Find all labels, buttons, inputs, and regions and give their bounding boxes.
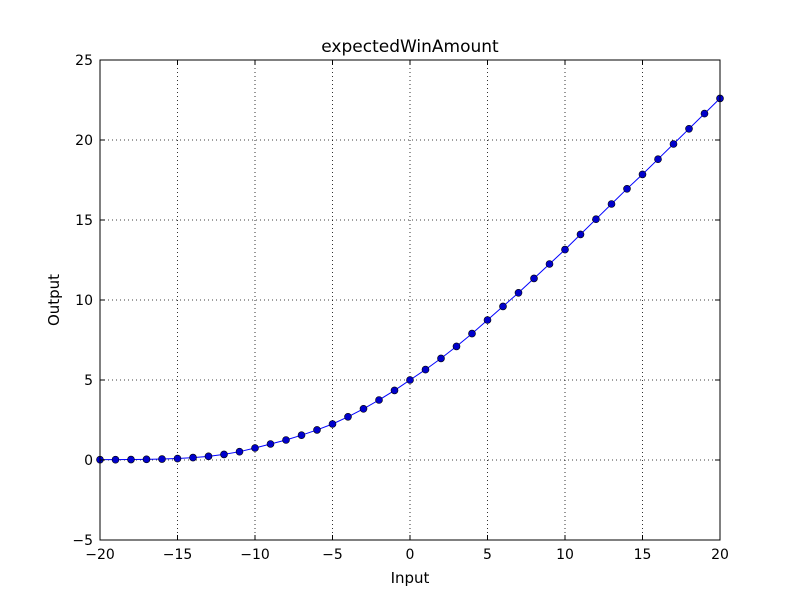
series-layer — [96, 94, 724, 464]
data-point — [235, 447, 244, 456]
data-point — [623, 185, 631, 193]
y-tick-label: 10 — [75, 293, 93, 309]
data-point — [669, 140, 678, 148]
chart-title: expectedWinAmount — [321, 37, 499, 57]
y-tick-label: 20 — [75, 133, 93, 149]
data-point — [344, 412, 352, 421]
data-point — [173, 454, 182, 463]
ticks: −20 −15 −10 −5 0 5 10 15 20 −5 0 5 10 15 20 25 — [72, 53, 729, 563]
x-tick-label: −15 — [163, 547, 193, 563]
data-point — [452, 342, 461, 351]
data-point — [282, 436, 290, 444]
data-point — [638, 170, 647, 179]
data-point — [685, 125, 693, 133]
data-point — [127, 455, 135, 464]
x-tick-label: 15 — [634, 547, 652, 563]
data-point — [111, 455, 120, 464]
data-point — [607, 200, 616, 208]
data-point — [297, 431, 306, 440]
data-point — [514, 288, 523, 297]
data-point — [328, 420, 337, 428]
data-point — [251, 444, 259, 452]
data-point — [313, 426, 321, 434]
data-point — [158, 455, 166, 463]
data-point — [204, 452, 213, 461]
data-point — [406, 376, 414, 384]
data-point — [483, 316, 492, 324]
x-axis-label: Input — [391, 569, 430, 587]
y-axis-label: Output — [45, 274, 63, 326]
y-tick-label: 0 — [84, 453, 93, 469]
x-tick-label: −5 — [322, 547, 343, 563]
data-point — [375, 396, 383, 404]
data-point — [421, 365, 430, 374]
data-point — [189, 453, 197, 462]
data-point — [700, 109, 709, 118]
y-tick-label: 5 — [84, 373, 93, 389]
data-point — [654, 155, 662, 163]
data-point — [576, 230, 585, 239]
data-point — [220, 450, 228, 459]
data-point — [437, 354, 445, 363]
x-tick-label: −20 — [85, 547, 115, 563]
data-point — [468, 329, 476, 338]
x-tick-label: 5 — [483, 547, 492, 563]
data-point — [545, 260, 554, 268]
data-point — [499, 302, 507, 311]
grid-lines — [100, 60, 720, 540]
y-tick-label: 25 — [75, 53, 93, 69]
x-tick-label: 20 — [711, 547, 729, 563]
y-tick-label: 15 — [75, 213, 93, 229]
data-point — [561, 245, 569, 254]
x-tick-label: 0 — [406, 547, 415, 563]
data-point — [266, 440, 275, 448]
data-point — [592, 215, 600, 223]
x-tick-label: 10 — [556, 547, 574, 563]
data-point — [142, 455, 151, 464]
x-tick-label: −10 — [240, 547, 270, 563]
y-tick-label: −5 — [72, 533, 93, 549]
data-point — [530, 274, 538, 283]
data-point — [359, 404, 368, 413]
data-point — [390, 386, 399, 395]
